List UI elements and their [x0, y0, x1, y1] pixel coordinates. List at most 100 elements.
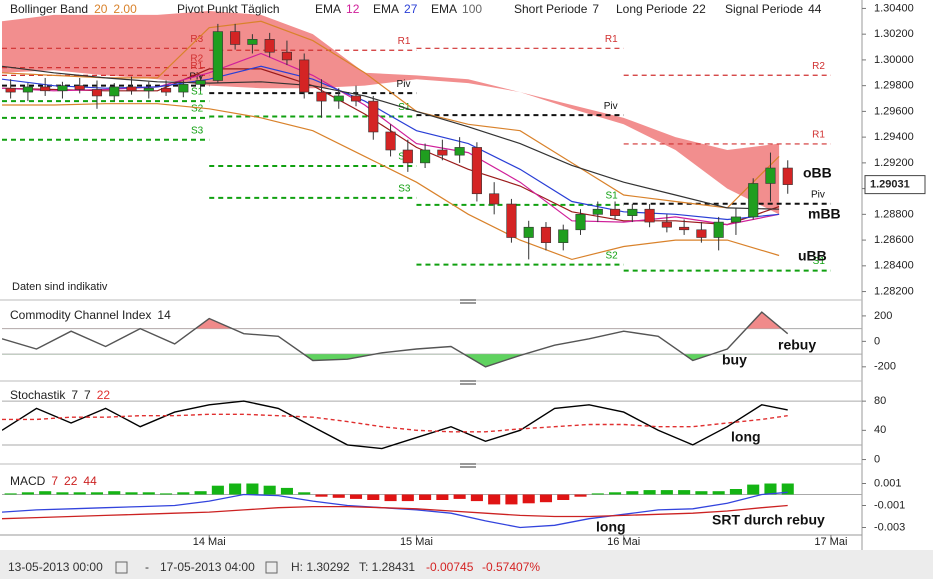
y-tick-label: 1.30400 — [874, 2, 914, 14]
histogram-bar — [609, 492, 622, 495]
y-tick-label: 1.28600 — [874, 234, 914, 246]
candle-body — [91, 89, 103, 97]
header-param: 20 — [94, 2, 108, 16]
header-param: 12 — [346, 2, 360, 16]
status-from: 13-05-2013 00:00 — [8, 560, 103, 574]
grip-bar[interactable] — [460, 466, 476, 468]
histogram-bar — [764, 483, 777, 495]
candle-body — [368, 100, 379, 133]
status-change-pct: -0.57407% — [482, 560, 540, 574]
pivot-label: S1 — [191, 87, 204, 98]
x-tick-label: 14 Mai — [193, 536, 226, 548]
header-label: Short Periode — [514, 2, 588, 16]
cloud — [2, 11, 780, 215]
x-tick-label: 15 Mai — [400, 536, 433, 548]
calendar-icon[interactable] — [115, 561, 128, 574]
header-label: EMA — [315, 2, 341, 16]
histogram-bar — [557, 494, 570, 500]
grip[interactable] — [460, 299, 476, 304]
grip-bar[interactable] — [460, 299, 476, 301]
grip-bar[interactable] — [460, 302, 476, 304]
candle-body — [748, 183, 759, 218]
series-label: uBB — [798, 248, 827, 264]
grip-bar[interactable] — [460, 383, 476, 385]
y-tick-label: 1.29600 — [874, 105, 914, 117]
candle-body — [782, 167, 793, 185]
candle-body — [281, 51, 292, 61]
histogram-bar — [643, 490, 656, 495]
pivot-label: S2 — [605, 250, 618, 261]
pivot-label: Piv — [397, 79, 411, 90]
panel-param: 7 — [84, 388, 91, 402]
histogram-bar — [419, 494, 432, 500]
histogram-bar — [108, 491, 121, 495]
candle-body — [420, 149, 431, 164]
candle-body — [765, 167, 776, 184]
candle-body — [730, 216, 741, 223]
annotation: long — [731, 429, 761, 445]
histogram-bar — [263, 485, 276, 495]
histogram-bar — [90, 492, 104, 495]
histogram-bar — [626, 491, 639, 495]
histogram-bar — [678, 490, 691, 495]
histogram-bar — [39, 491, 52, 495]
candle-body — [558, 229, 569, 243]
pivot-label: S3 — [191, 125, 204, 136]
header-label: Bollinger Band — [10, 2, 88, 16]
histogram-bar — [384, 494, 397, 502]
candle-body — [57, 85, 68, 92]
candle-body — [627, 208, 638, 216]
candle-body — [350, 95, 362, 102]
candle-body — [195, 80, 206, 85]
candle-body — [540, 226, 552, 243]
price-tag-label: 1.29031 — [870, 179, 910, 191]
candle-body — [489, 193, 500, 205]
pivot-label: R1 — [398, 36, 411, 47]
grip-bar[interactable] — [460, 463, 476, 465]
header-item: Bollinger Band 20 2.00 — [10, 2, 137, 16]
histogram-bar — [315, 494, 328, 497]
y-tick-label: 0 — [874, 453, 880, 465]
header-item: EMA 12 — [315, 2, 360, 16]
y-tick-label: 0.001 — [874, 477, 902, 489]
x-tick-label: 16 Mai — [607, 536, 640, 548]
series-line — [2, 311, 789, 368]
histogram-bar — [505, 494, 518, 505]
histogram-bar — [695, 491, 708, 495]
header-param: 2.00 — [113, 2, 137, 16]
annotation: buy — [722, 352, 747, 368]
series-line — [2, 400, 788, 450]
candle-body — [592, 208, 603, 215]
status-to: 17-05-2013 04:00 — [160, 560, 255, 574]
histogram-bar — [591, 493, 604, 495]
candle-body — [644, 208, 655, 223]
histogram-bar — [660, 490, 673, 495]
marks: R3R2R1PivS1S2S3R1PivS1S2S3R1PivS1S2R2R1P… — [2, 11, 862, 529]
histogram-bar — [488, 494, 501, 505]
price-tag — [864, 175, 926, 195]
candle-body — [247, 39, 258, 45]
grip[interactable] — [460, 380, 476, 385]
candle-body — [713, 221, 724, 238]
panel-param: 22 — [97, 388, 111, 402]
header-item: EMA 100 — [431, 2, 482, 16]
x-tick-label: 17 Mai — [814, 536, 847, 548]
grip-bar[interactable] — [460, 380, 476, 382]
calendar-icon[interactable] — [265, 561, 278, 574]
histogram-bar — [160, 493, 173, 495]
pivot-label: Piv — [604, 101, 618, 112]
candle-body — [40, 86, 51, 92]
candle-body — [696, 229, 707, 238]
y-tick-label: 80 — [874, 395, 886, 407]
grip[interactable] — [460, 463, 476, 468]
header-param: 22 — [692, 2, 706, 16]
histogram-bar — [781, 483, 794, 495]
header-label: Signal Periode — [725, 2, 803, 16]
histogram-bar — [177, 492, 190, 495]
annotation: SRT durch rebuy — [712, 512, 825, 528]
candle-body — [178, 84, 189, 93]
series-line — [2, 504, 788, 520]
candle-body — [333, 95, 344, 102]
candle-body — [506, 203, 517, 238]
